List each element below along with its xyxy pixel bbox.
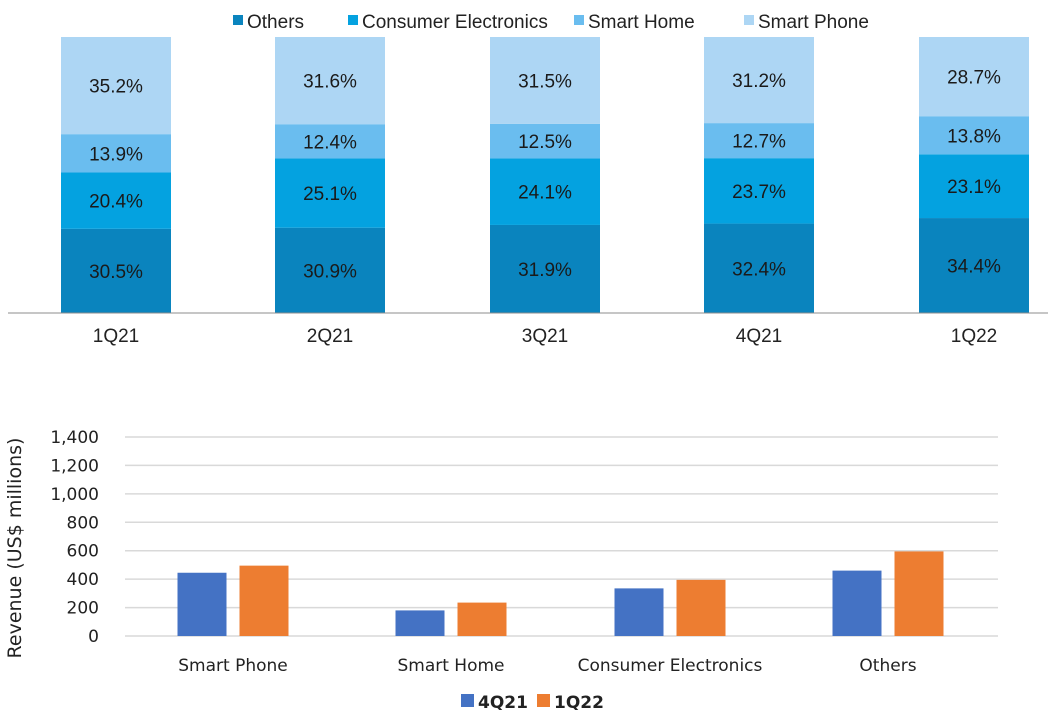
bar-segment-consumer-electronics-2q21 xyxy=(275,158,385,228)
bar-segment-consumer-electronics-3q21 xyxy=(490,158,600,225)
bar-4q21-smart-home xyxy=(395,610,445,636)
legend-label-smart-home: Smart Home xyxy=(588,12,695,33)
bar-1q22-smart-home xyxy=(457,602,507,636)
x-tick-smart-home: Smart Home xyxy=(397,656,504,676)
legend-swatch-consumer-electronics xyxy=(348,15,358,25)
y-tick-labels: 0 200 400 600 800 1,000 1,200 1,400 xyxy=(50,428,99,647)
data-label-smart-phone-1q22: 28.7% xyxy=(947,68,1001,89)
legend-swatch-smart-phone xyxy=(744,15,754,25)
legend: Others Consumer Electronics Smart Home Smar… xyxy=(233,12,869,33)
legend-swatch-1q22 xyxy=(537,694,550,707)
bar-segment-others-3q21 xyxy=(490,224,600,313)
bar-1q22-others xyxy=(894,551,944,636)
data-label-others-4q21: 32.4% xyxy=(732,259,786,280)
y-tick-1400: 1,400 xyxy=(50,428,99,448)
data-label-others-1q21: 30.5% xyxy=(89,262,143,283)
bar-segment-consumer-electronics-4q21 xyxy=(704,158,814,224)
bar-segment-consumer-electronics-1q22 xyxy=(919,154,1029,219)
data-label-consumer-electronics-4q21: 23.7% xyxy=(732,182,786,203)
data-label-smart-home-1q22: 13.8% xyxy=(947,126,1001,147)
stacked-share-chart: Others Consumer Electronics Smart Home Smar… xyxy=(8,12,1048,347)
bar-segment-smart-home-4q21 xyxy=(704,123,814,159)
bars xyxy=(177,551,944,636)
y-axis-label: Revenue (US$ millions) xyxy=(4,438,26,659)
x-tick-3q21: 3Q21 xyxy=(522,326,568,347)
bar-4q21-consumer-electronics xyxy=(614,588,664,636)
data-label-smart-home-3q21: 12.5% xyxy=(518,132,572,153)
y-tick-0: 0 xyxy=(88,627,99,647)
bar-segment-smart-phone-4q21 xyxy=(704,37,814,124)
data-label-smart-phone-4q21: 31.2% xyxy=(732,71,786,92)
bar-segment-others-2q21 xyxy=(275,227,385,313)
bar-segment-consumer-electronics-1q21 xyxy=(61,172,171,229)
y-tick-200: 200 xyxy=(67,599,99,619)
legend-label-consumer-electronics: Consumer Electronics xyxy=(362,12,548,33)
y-tick-800: 800 xyxy=(67,513,99,533)
data-label-consumer-electronics-1q22: 23.1% xyxy=(947,177,1001,198)
bar-segment-smart-phone-2q21 xyxy=(275,37,385,125)
bar-segment-smart-phone-3q21 xyxy=(490,37,600,124)
x-tick-labels: Smart Phone Smart Home Consumer Electronic… xyxy=(178,656,916,676)
data-label-others-1q22: 34.4% xyxy=(947,257,1001,278)
legend-label-others: Others xyxy=(247,12,304,33)
bar-1q22-consumer-electronics xyxy=(676,579,726,636)
y-tick-600: 600 xyxy=(67,542,99,562)
y-tick-1200: 1,200 xyxy=(50,456,99,476)
x-tick-2q21: 2Q21 xyxy=(307,326,353,347)
bar-segment-smart-home-1q22 xyxy=(919,116,1029,155)
legend-label-1q22: 1Q22 xyxy=(554,693,604,710)
x-tick-1q22: 1Q22 xyxy=(951,326,997,347)
data-label-consumer-electronics-3q21: 24.1% xyxy=(518,183,572,204)
legend-swatch-4q21 xyxy=(461,694,474,707)
data-label-consumer-electronics-1q21: 20.4% xyxy=(89,192,143,213)
x-tick-smart-phone: Smart Phone xyxy=(178,656,288,676)
bar-segment-smart-home-1q21 xyxy=(61,134,171,173)
bar-segment-smart-home-2q21 xyxy=(275,124,385,159)
bar-4q21-others xyxy=(832,570,882,636)
data-label-smart-home-1q21: 13.9% xyxy=(89,144,143,165)
data-label-smart-home-2q21: 12.4% xyxy=(303,132,357,153)
legend-label-smart-phone: Smart Phone xyxy=(758,12,869,33)
legend-label-4q21: 4Q21 xyxy=(478,693,528,710)
legend: 4Q21 1Q22 xyxy=(461,693,604,710)
y-tick-400: 400 xyxy=(67,570,99,590)
bar-1q22-smart-phone xyxy=(239,565,289,636)
x-tick-1q21: 1Q21 xyxy=(93,326,139,347)
x-tick-labels: 1Q21 2Q21 3Q21 4Q21 1Q22 xyxy=(93,326,997,347)
bar-4q21-smart-phone xyxy=(177,572,227,636)
bar-segment-smart-phone-1q21 xyxy=(61,37,171,135)
revenue-bar-chart: Revenue (US$ millions) 0 200 400 600 800 1,00… xyxy=(4,428,998,710)
legend-swatch-others xyxy=(233,15,243,25)
x-tick-others: Others xyxy=(859,656,916,676)
bars: 30.5% 20.4% 13.9% 35.2% 30.9% 25.1% 12.4% 31.6%… xyxy=(61,37,1029,313)
data-label-others-3q21: 31.9% xyxy=(518,260,572,281)
data-label-others-2q21: 30.9% xyxy=(303,261,357,282)
y-tick-1000: 1,000 xyxy=(50,485,99,505)
data-label-smart-phone-1q21: 35.2% xyxy=(89,77,143,98)
data-label-smart-phone-2q21: 31.6% xyxy=(303,72,357,93)
data-label-consumer-electronics-2q21: 25.1% xyxy=(303,184,357,205)
x-tick-4q21: 4Q21 xyxy=(736,326,782,347)
bar-segment-others-1q21 xyxy=(61,228,171,313)
data-label-smart-phone-3q21: 31.5% xyxy=(518,71,572,92)
bar-segment-others-1q22 xyxy=(919,218,1029,313)
x-tick-consumer-electronics: Consumer Electronics xyxy=(578,656,763,676)
legend-swatch-smart-home xyxy=(574,15,584,25)
bar-segment-others-4q21 xyxy=(704,223,814,313)
data-label-smart-home-4q21: 12.7% xyxy=(732,132,786,153)
bar-segment-smart-phone-1q22 xyxy=(919,37,1029,117)
bar-segment-smart-home-3q21 xyxy=(490,123,600,159)
